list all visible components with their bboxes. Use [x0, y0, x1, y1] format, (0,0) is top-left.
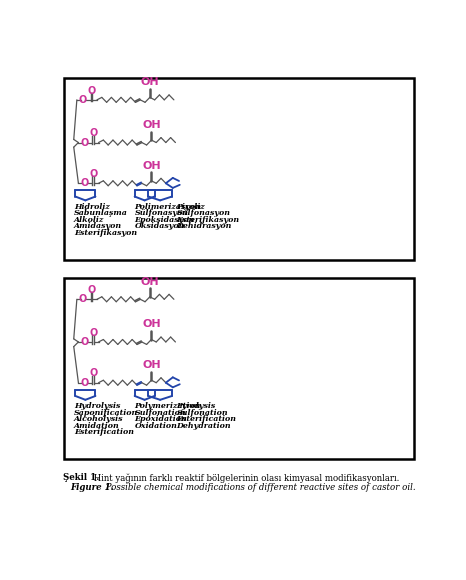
Text: Polimerizasyon: Polimerizasyon	[135, 202, 202, 211]
Text: OH: OH	[142, 360, 161, 370]
Text: Esterification: Esterification	[177, 415, 237, 423]
Text: Piroliz: Piroliz	[177, 202, 206, 211]
Text: Hint yağının farklı reaktif bölgelerinin olası kimyasal modifikasyonları.: Hint yağının farklı reaktif bölgelerinin…	[91, 473, 399, 483]
Text: O: O	[89, 128, 97, 138]
Text: Esterifikasyon: Esterifikasyon	[74, 229, 137, 237]
Text: Epoksidasyon: Epoksidasyon	[135, 216, 195, 224]
Text: Hidroliz: Hidroliz	[74, 202, 110, 211]
Bar	[64, 277, 414, 459]
Text: Sabunlaşma: Sabunlaşma	[74, 209, 128, 218]
Text: OH: OH	[141, 77, 159, 88]
Text: OH: OH	[142, 161, 161, 171]
Text: Possible chemical modifications of different reactive sites of castor oil.: Possible chemical modifications of diffe…	[103, 483, 416, 492]
Text: Saponification: Saponification	[74, 409, 138, 416]
Text: Esterifikasyon: Esterifikasyon	[177, 216, 240, 224]
Text: Epoxidation: Epoxidation	[135, 415, 187, 423]
Text: O: O	[88, 285, 96, 295]
Text: Dehidrasyon: Dehidrasyon	[177, 222, 232, 230]
Text: Pyrolysis: Pyrolysis	[177, 402, 216, 410]
Text: OH: OH	[142, 320, 161, 329]
Text: Esterification: Esterification	[74, 428, 134, 436]
Text: Şekil 1.: Şekil 1.	[63, 473, 99, 482]
Text: O: O	[81, 378, 89, 387]
Text: Oksidasyon: Oksidasyon	[135, 222, 185, 230]
Text: Alcoholysis: Alcoholysis	[74, 415, 123, 423]
Text: Amidasyon: Amidasyon	[74, 222, 122, 230]
Text: O: O	[88, 86, 96, 96]
Bar	[64, 78, 414, 260]
Text: Dehydration: Dehydration	[177, 422, 231, 430]
Text: O: O	[79, 95, 87, 105]
Text: O: O	[89, 169, 97, 179]
Text: OH: OH	[142, 120, 161, 130]
Text: O: O	[89, 328, 97, 338]
Text: O: O	[79, 294, 87, 304]
Text: O: O	[81, 178, 89, 188]
Text: Amidation: Amidation	[74, 422, 119, 430]
Text: Figure 1.: Figure 1.	[71, 483, 114, 492]
Text: Sulfonation: Sulfonation	[177, 409, 228, 416]
Text: O: O	[81, 337, 89, 347]
Text: Alkoliz: Alkoliz	[74, 216, 104, 224]
Text: O: O	[89, 368, 97, 379]
Text: Sülfonasyon: Sülfonasyon	[135, 209, 189, 218]
Text: Hydrolysis: Hydrolysis	[74, 402, 120, 410]
Text: Oxidation: Oxidation	[135, 422, 178, 430]
Text: Sülfonasyon: Sülfonasyon	[177, 209, 231, 218]
Text: Sulfonation: Sulfonation	[135, 409, 186, 416]
Text: OH: OH	[141, 277, 159, 287]
Text: Polymerization: Polymerization	[135, 402, 201, 410]
Text: O: O	[81, 137, 89, 147]
